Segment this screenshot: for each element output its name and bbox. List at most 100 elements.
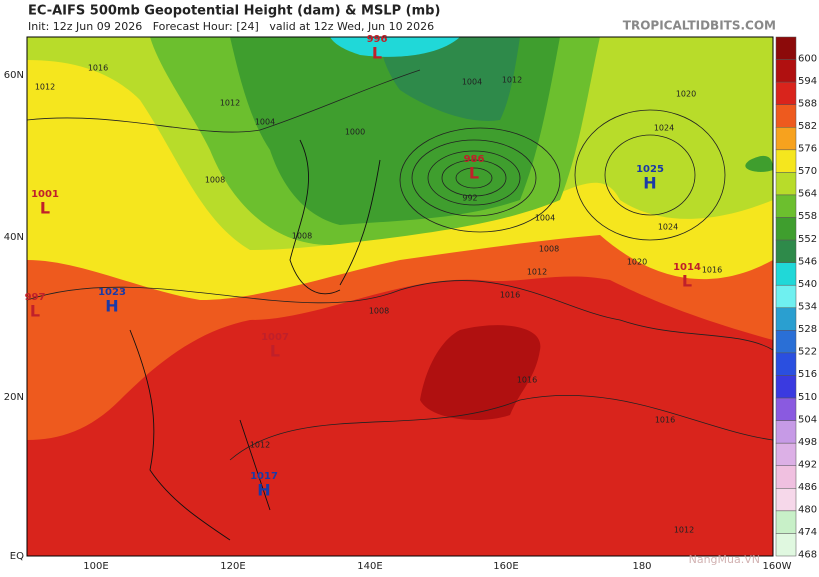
colorbar-label: 540: [798, 279, 817, 290]
colorbar-swatch: [775, 352, 797, 376]
colorbar-label: 468: [798, 550, 817, 561]
contour-label: 1024: [654, 124, 674, 133]
colorbar-swatch: [775, 533, 797, 557]
colorbar-swatch: [775, 127, 797, 151]
contour-label: 1020: [676, 90, 696, 99]
pressure-letter: H: [257, 481, 270, 500]
colorbar-label: 594: [798, 76, 817, 87]
contour-label: 1008: [539, 245, 559, 254]
lon-label: 100E: [83, 561, 108, 572]
pressure-letter: L: [270, 342, 280, 361]
contour-label: 1008: [369, 307, 389, 316]
colorbar-label: 474: [798, 527, 817, 538]
contour-label: 1016: [702, 266, 722, 275]
pressure-letter: L: [682, 272, 692, 291]
contour-label: 1012: [502, 76, 522, 85]
contour-label: 1020: [627, 258, 647, 267]
colorbar-label: 498: [798, 437, 817, 448]
contour-label: 1016: [655, 416, 675, 425]
colorbar-label: 570: [798, 166, 817, 177]
lon-label: 180: [632, 561, 651, 572]
colorbar-swatch: [775, 420, 797, 444]
contour-label: 1004: [462, 78, 482, 87]
watermark: NangMua.VN: [689, 553, 760, 566]
pressure-letter: L: [40, 199, 50, 218]
pressure-value: 997: [25, 292, 46, 303]
colorbar-label: 582: [798, 121, 817, 132]
colorbar-swatch: [775, 36, 797, 60]
lon-label: 120E: [220, 561, 245, 572]
colorbar-swatch: [775, 262, 797, 286]
colorbar-swatch: [775, 488, 797, 512]
contour-label: 1012: [674, 526, 694, 535]
colorbar-swatch: [775, 104, 797, 128]
contour-label: 1012: [220, 99, 240, 108]
colorbar-swatch: [775, 239, 797, 263]
lon-label: 160W: [763, 561, 792, 572]
colorbar-swatch: [775, 81, 797, 105]
colorbar-swatch: [775, 284, 797, 309]
contour-label: 1008: [292, 232, 312, 241]
map-frame: [26, 36, 774, 557]
pressure-letter: L: [469, 164, 479, 183]
colorbar-label: 534: [798, 302, 817, 313]
title: EC-AIFS 500mb Geopotential Height (dam) …: [28, 4, 440, 19]
contour-label: 1012: [250, 441, 270, 450]
map-fill: [27, 37, 773, 556]
source: TROPICALTIDBITS.COM: [623, 19, 776, 33]
colorbar-swatch: [775, 465, 797, 489]
colorbar-label: 588: [798, 98, 817, 109]
colorbar-label: 504: [798, 414, 817, 425]
lat-label: 20N: [4, 392, 24, 403]
pressure-letter: L: [372, 44, 382, 63]
colorbar-label: 492: [798, 459, 817, 470]
contour-label: 1016: [517, 376, 537, 385]
colorbar-swatch: [775, 194, 797, 218]
lat-label: EQ: [10, 551, 24, 562]
pressure-letter: L: [30, 302, 40, 321]
contour-label: 1016: [500, 291, 520, 300]
colorbar-label: 486: [798, 482, 817, 493]
contour-label: 1004: [255, 118, 275, 127]
pressure-value: 1017: [250, 471, 278, 482]
colorbar-swatch: [775, 442, 797, 466]
colorbar-label: 528: [798, 324, 817, 335]
lon-label: 140E: [357, 561, 382, 572]
colorbar-swatch: [775, 307, 797, 331]
lat-label: 40N: [4, 232, 24, 243]
colorbar-swatch: [775, 375, 797, 399]
pressure-value: 1025: [636, 164, 664, 175]
contour-label: 1008: [205, 176, 225, 185]
colorbar-swatch: [775, 330, 797, 354]
colorbar-label: 564: [798, 189, 817, 200]
lat-label: 60N: [4, 70, 24, 81]
colorbar-label: 546: [798, 256, 817, 267]
contour-label: 1024: [658, 223, 678, 232]
colorbar-label: 552: [798, 234, 817, 245]
colorbar-label: 522: [798, 347, 817, 358]
colorbar-label: 516: [798, 369, 817, 380]
pressure-value: 1001: [31, 189, 59, 200]
colorbar-label: 510: [798, 392, 817, 403]
colorbar-swatch: [775, 510, 797, 534]
contour-label: 1012: [35, 83, 55, 92]
colorbar-label: 576: [798, 144, 817, 155]
colorbar-swatch: [775, 59, 797, 83]
colorbar-swatch: [775, 397, 797, 421]
pressure-value: 1023: [98, 287, 126, 298]
pressure-letter: H: [643, 174, 656, 193]
colorbar-swatch: [775, 172, 797, 196]
colorbar-swatch: [775, 217, 797, 241]
colorbar-swatch: [775, 149, 797, 173]
colorbar-label: 558: [798, 211, 817, 222]
pressure-value: 996: [367, 34, 388, 45]
contour-label: 1016: [88, 64, 108, 73]
contour-label: 1004: [535, 214, 555, 223]
lon-label: 160E: [493, 561, 518, 572]
contour-label: 1000: [345, 128, 365, 137]
subtitle: Init: 12z Jun 09 2026 Forecast Hour: [24…: [28, 20, 434, 33]
contour-label: 992: [462, 194, 477, 203]
pressure-letter: H: [105, 297, 118, 316]
contour-label: 1012: [527, 268, 547, 277]
